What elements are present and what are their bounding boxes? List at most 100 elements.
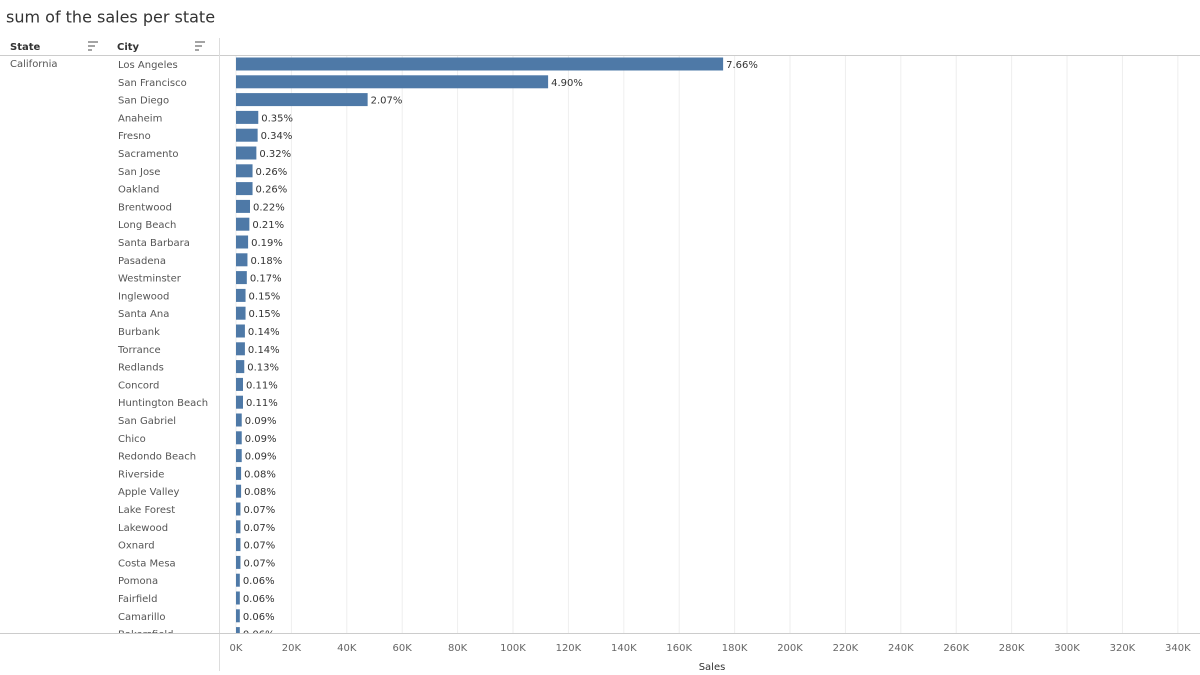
data-label: 0.09% <box>245 416 277 427</box>
bar <box>236 395 244 409</box>
bar <box>236 591 240 605</box>
bar <box>236 342 245 356</box>
bar <box>236 555 241 569</box>
bar <box>236 449 242 463</box>
data-label: 0.17% <box>250 274 282 285</box>
data-label: 0.35% <box>261 113 293 124</box>
data-label: 0.26% <box>256 185 288 196</box>
y-tick-label: Los Angeles <box>118 60 178 71</box>
data-label: 0.21% <box>252 220 284 231</box>
y-tick-label: Concord <box>118 380 159 391</box>
y-tick-label: San Gabriel <box>118 416 176 427</box>
data-label: 0.14% <box>248 345 280 356</box>
data-label: 0.06% <box>243 630 275 641</box>
bar <box>236 573 240 587</box>
bar <box>236 538 241 552</box>
y-tick-label: Fairfield <box>118 594 157 605</box>
x-tick-label: 340K <box>1165 643 1191 654</box>
data-label: 0.09% <box>245 452 277 463</box>
y-tick-label: San Diego <box>118 96 169 107</box>
bar <box>236 306 246 320</box>
data-label: 0.13% <box>247 363 279 374</box>
data-label: 0.15% <box>249 309 281 320</box>
x-tick-label: 60K <box>393 643 413 654</box>
x-tick-label: 300K <box>1054 643 1080 654</box>
bar <box>236 520 241 534</box>
data-label: 0.32% <box>259 149 291 160</box>
x-tick-label: 20K <box>282 643 302 654</box>
bar <box>236 57 724 71</box>
bar <box>236 627 240 633</box>
bar <box>236 609 240 623</box>
x-tick-label: 160K <box>666 643 692 654</box>
data-label: 0.06% <box>243 594 275 605</box>
y-tick-label: Sacramento <box>118 149 178 160</box>
data-label: 7.66% <box>726 60 758 71</box>
bar <box>236 235 249 249</box>
x-tick-label: 280K <box>999 643 1025 654</box>
y-tick-label: Redlands <box>118 363 164 374</box>
x-tick-label: 320K <box>1110 643 1136 654</box>
y-tick-label: Riverside <box>118 469 164 480</box>
y-tick-label: Westminster <box>118 274 182 285</box>
y-tick-label: Burbank <box>118 327 160 338</box>
y-tick-label: Chico <box>118 434 146 445</box>
data-label: 0.26% <box>256 167 288 178</box>
data-label: 0.08% <box>244 469 276 480</box>
data-label: 4.90% <box>551 78 583 89</box>
y-tick-label: Fresno <box>118 131 151 142</box>
y-tick-label: Santa Barbara <box>118 238 190 249</box>
y-tick-label: Pomona <box>118 576 158 587</box>
data-label: 2.07% <box>371 96 403 107</box>
y-tick-label: Oxnard <box>118 541 155 552</box>
data-label: 0.22% <box>253 202 285 213</box>
x-tick-label: 180K <box>722 643 748 654</box>
chart-title: sum of the sales per state <box>6 8 215 27</box>
x-tick-label: 200K <box>777 643 803 654</box>
data-label: 0.09% <box>245 434 277 445</box>
bar <box>236 146 257 160</box>
x-tick-label: 120K <box>556 643 582 654</box>
row-header: City <box>117 42 140 53</box>
bar <box>236 431 242 445</box>
data-label: 0.07% <box>243 541 275 552</box>
bar <box>236 502 241 516</box>
x-tick-label: 100K <box>500 643 526 654</box>
bar <box>236 484 242 498</box>
y-tick-label: Torrance <box>117 345 161 356</box>
bar <box>236 199 251 213</box>
data-label: 0.11% <box>246 380 278 391</box>
x-tick-label: 220K <box>833 643 859 654</box>
y-tick-label: Redondo Beach <box>118 452 196 463</box>
y-tick-label: Long Beach <box>118 220 176 231</box>
x-tick-label: 40K <box>337 643 357 654</box>
bar <box>236 271 247 285</box>
data-label: 0.07% <box>243 523 275 534</box>
bar <box>236 93 368 107</box>
y-tick-label: Santa Ana <box>118 309 169 320</box>
data-label: 0.08% <box>244 487 276 498</box>
sort-icon[interactable] <box>88 41 205 51</box>
x-tick-label: 260K <box>943 643 969 654</box>
data-label: 0.11% <box>246 398 278 409</box>
y-tick-label: Pasadena <box>118 256 166 267</box>
y-tick-label: Apple Valley <box>118 487 180 498</box>
y-tick-label: Huntington Beach <box>118 398 208 409</box>
data-label: 0.18% <box>250 256 282 267</box>
bar <box>236 377 244 391</box>
bar <box>236 466 242 480</box>
bar <box>236 75 549 89</box>
y-tick-label: San Jose <box>118 167 160 178</box>
x-tick-label: 240K <box>888 643 914 654</box>
y-tick-label: Camarillo <box>118 612 166 623</box>
state-label: California <box>10 59 58 70</box>
y-tick-label: San Francisco <box>118 78 187 89</box>
data-label: 0.06% <box>243 576 275 587</box>
y-tick-label: Bakersfield <box>118 630 173 641</box>
data-label: 0.07% <box>243 558 275 569</box>
bar <box>236 182 253 196</box>
x-tick-label: 80K <box>448 643 468 654</box>
y-tick-label: Costa Mesa <box>118 558 176 569</box>
plot: Los Angeles 7.66% San Francisco 4.90% San Di… <box>117 56 1179 641</box>
